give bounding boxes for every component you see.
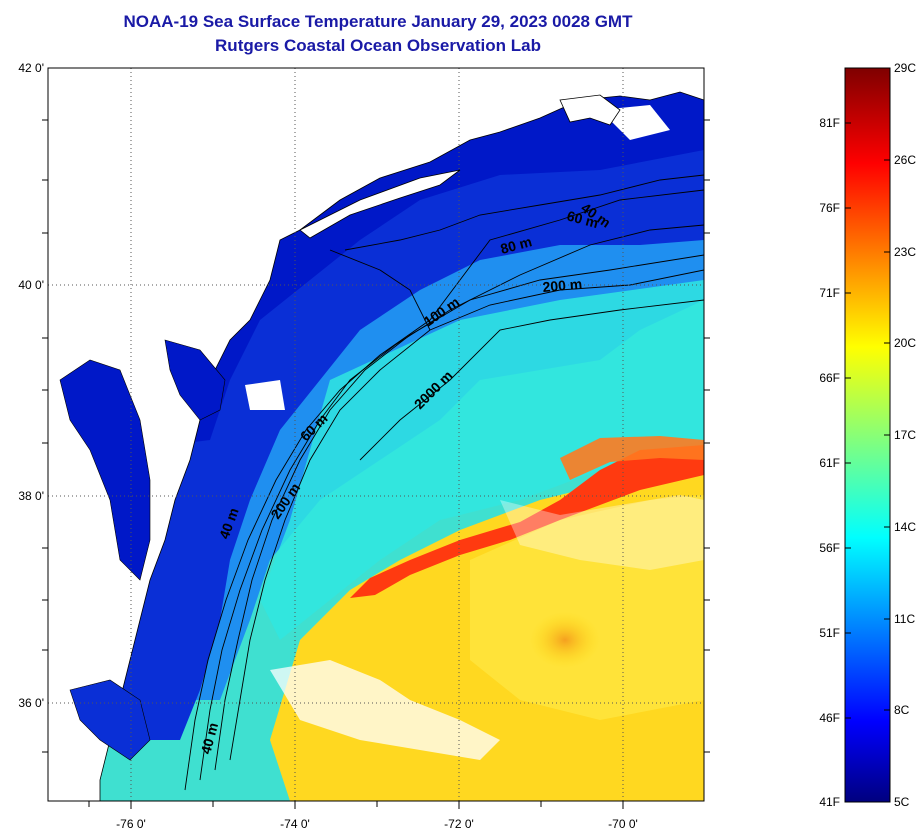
colorbar-f-label: 46F xyxy=(819,711,840,725)
delaware-bay xyxy=(164,339,226,421)
depth-contours xyxy=(184,174,704,791)
colorbar-f-label: 51F xyxy=(819,626,840,640)
colorbar-f-label: 81F xyxy=(819,116,840,130)
axis-ticks xyxy=(42,119,710,809)
colorbar-c-label: 26C xyxy=(894,153,916,167)
contour-label-200m-north: 200 m xyxy=(542,276,583,295)
colorbar-ticks xyxy=(845,122,890,719)
lat-label-38: 38 0' xyxy=(18,489,44,503)
colorbar-c-label: 29C xyxy=(894,61,916,75)
lon-label-72: -72 0' xyxy=(444,817,474,831)
colorbar-f-label: 71F xyxy=(819,286,840,300)
lat-label-42: 42 0' xyxy=(18,61,44,75)
colorbar-f-label: 66F xyxy=(819,371,840,385)
map-frame xyxy=(47,67,705,802)
colorbar-c-label: 8C xyxy=(894,703,910,717)
cloud-patch xyxy=(500,495,704,570)
map-subtitle: Rutgers Coastal Ocean Observation Lab xyxy=(215,36,541,55)
graticule xyxy=(48,68,704,801)
colorbar-c-label: 11C xyxy=(894,612,915,626)
long-island xyxy=(299,169,461,239)
colorbar-f-label: 56F xyxy=(819,541,840,555)
lon-label-76: -76 0' xyxy=(116,817,146,831)
warm-filament xyxy=(560,436,704,480)
colorbar-c-label: 20C xyxy=(894,336,916,350)
colorbar-f-label: 61F xyxy=(819,456,840,470)
cyan-band xyxy=(260,280,704,640)
cape-cod xyxy=(559,94,621,126)
warm-water-yellow xyxy=(470,495,704,720)
colorbar-c-label: 23C xyxy=(894,245,916,259)
warm-eddy xyxy=(530,612,600,668)
colorbar-c-label: 5C xyxy=(894,795,910,809)
colorbar-c-label: 17C xyxy=(894,428,916,442)
lat-label-40: 40 0' xyxy=(18,278,44,292)
lon-label-70: -70 0' xyxy=(608,817,638,831)
pamlico-sound xyxy=(69,679,151,761)
map-title: NOAA-19 Sea Surface Temperature January … xyxy=(123,12,633,31)
colorbar xyxy=(844,67,891,803)
colorbar-f-label: 41F xyxy=(819,795,840,809)
chesapeake-bay xyxy=(59,359,151,581)
colorbar-f-label: 76F xyxy=(819,201,840,215)
lon-label-74: -74 0' xyxy=(280,817,310,831)
contour-label-80m: 80 m xyxy=(499,233,534,257)
cloud-patch xyxy=(245,380,285,410)
cloud-patch xyxy=(270,660,500,760)
gulf-stream-north-wall xyxy=(350,445,704,598)
contour-label-40m-hatteras: 40 m xyxy=(197,721,221,756)
contour-label-60m: 60 m xyxy=(565,207,600,231)
lat-label-36: 36 0' xyxy=(18,696,44,710)
colorbar-c-label: 14C xyxy=(894,520,916,534)
